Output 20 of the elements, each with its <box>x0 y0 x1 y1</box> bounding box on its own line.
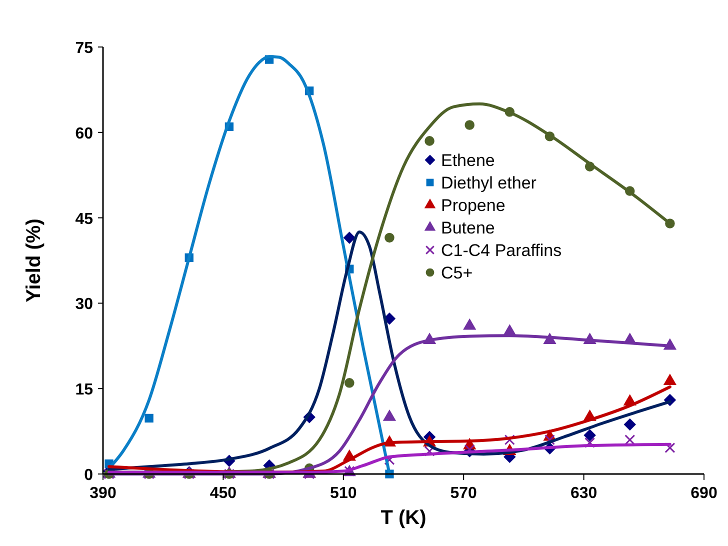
y-tick-label: 30 <box>75 296 94 314</box>
y-tick-label: 45 <box>75 210 94 228</box>
x-tick-label: 390 <box>90 485 116 502</box>
legend-label: Diethyl ether <box>441 174 537 192</box>
x-tick-label: 570 <box>450 485 478 502</box>
legend-label: C5+ <box>441 264 473 282</box>
x-axis-title: T (K) <box>380 507 426 529</box>
legend-label: Propene <box>441 196 506 215</box>
legend-label: C1-C4 Paraffins <box>441 241 562 260</box>
y-tick-label: 75 <box>75 40 94 57</box>
x-tick-label: 450 <box>210 485 237 502</box>
y-tick-label: 0 <box>84 467 94 484</box>
x-tick-label: 690 <box>690 485 718 502</box>
y-tick-label: 15 <box>75 382 94 399</box>
legend-label: Ethene <box>441 151 495 170</box>
x-tick-label: 510 <box>330 485 357 502</box>
legend-label: Butene <box>441 218 495 238</box>
y-axis-title: Yield (%) <box>23 218 45 302</box>
x-tick-label: 630 <box>570 485 598 502</box>
y-tick-label: 60 <box>75 125 94 142</box>
